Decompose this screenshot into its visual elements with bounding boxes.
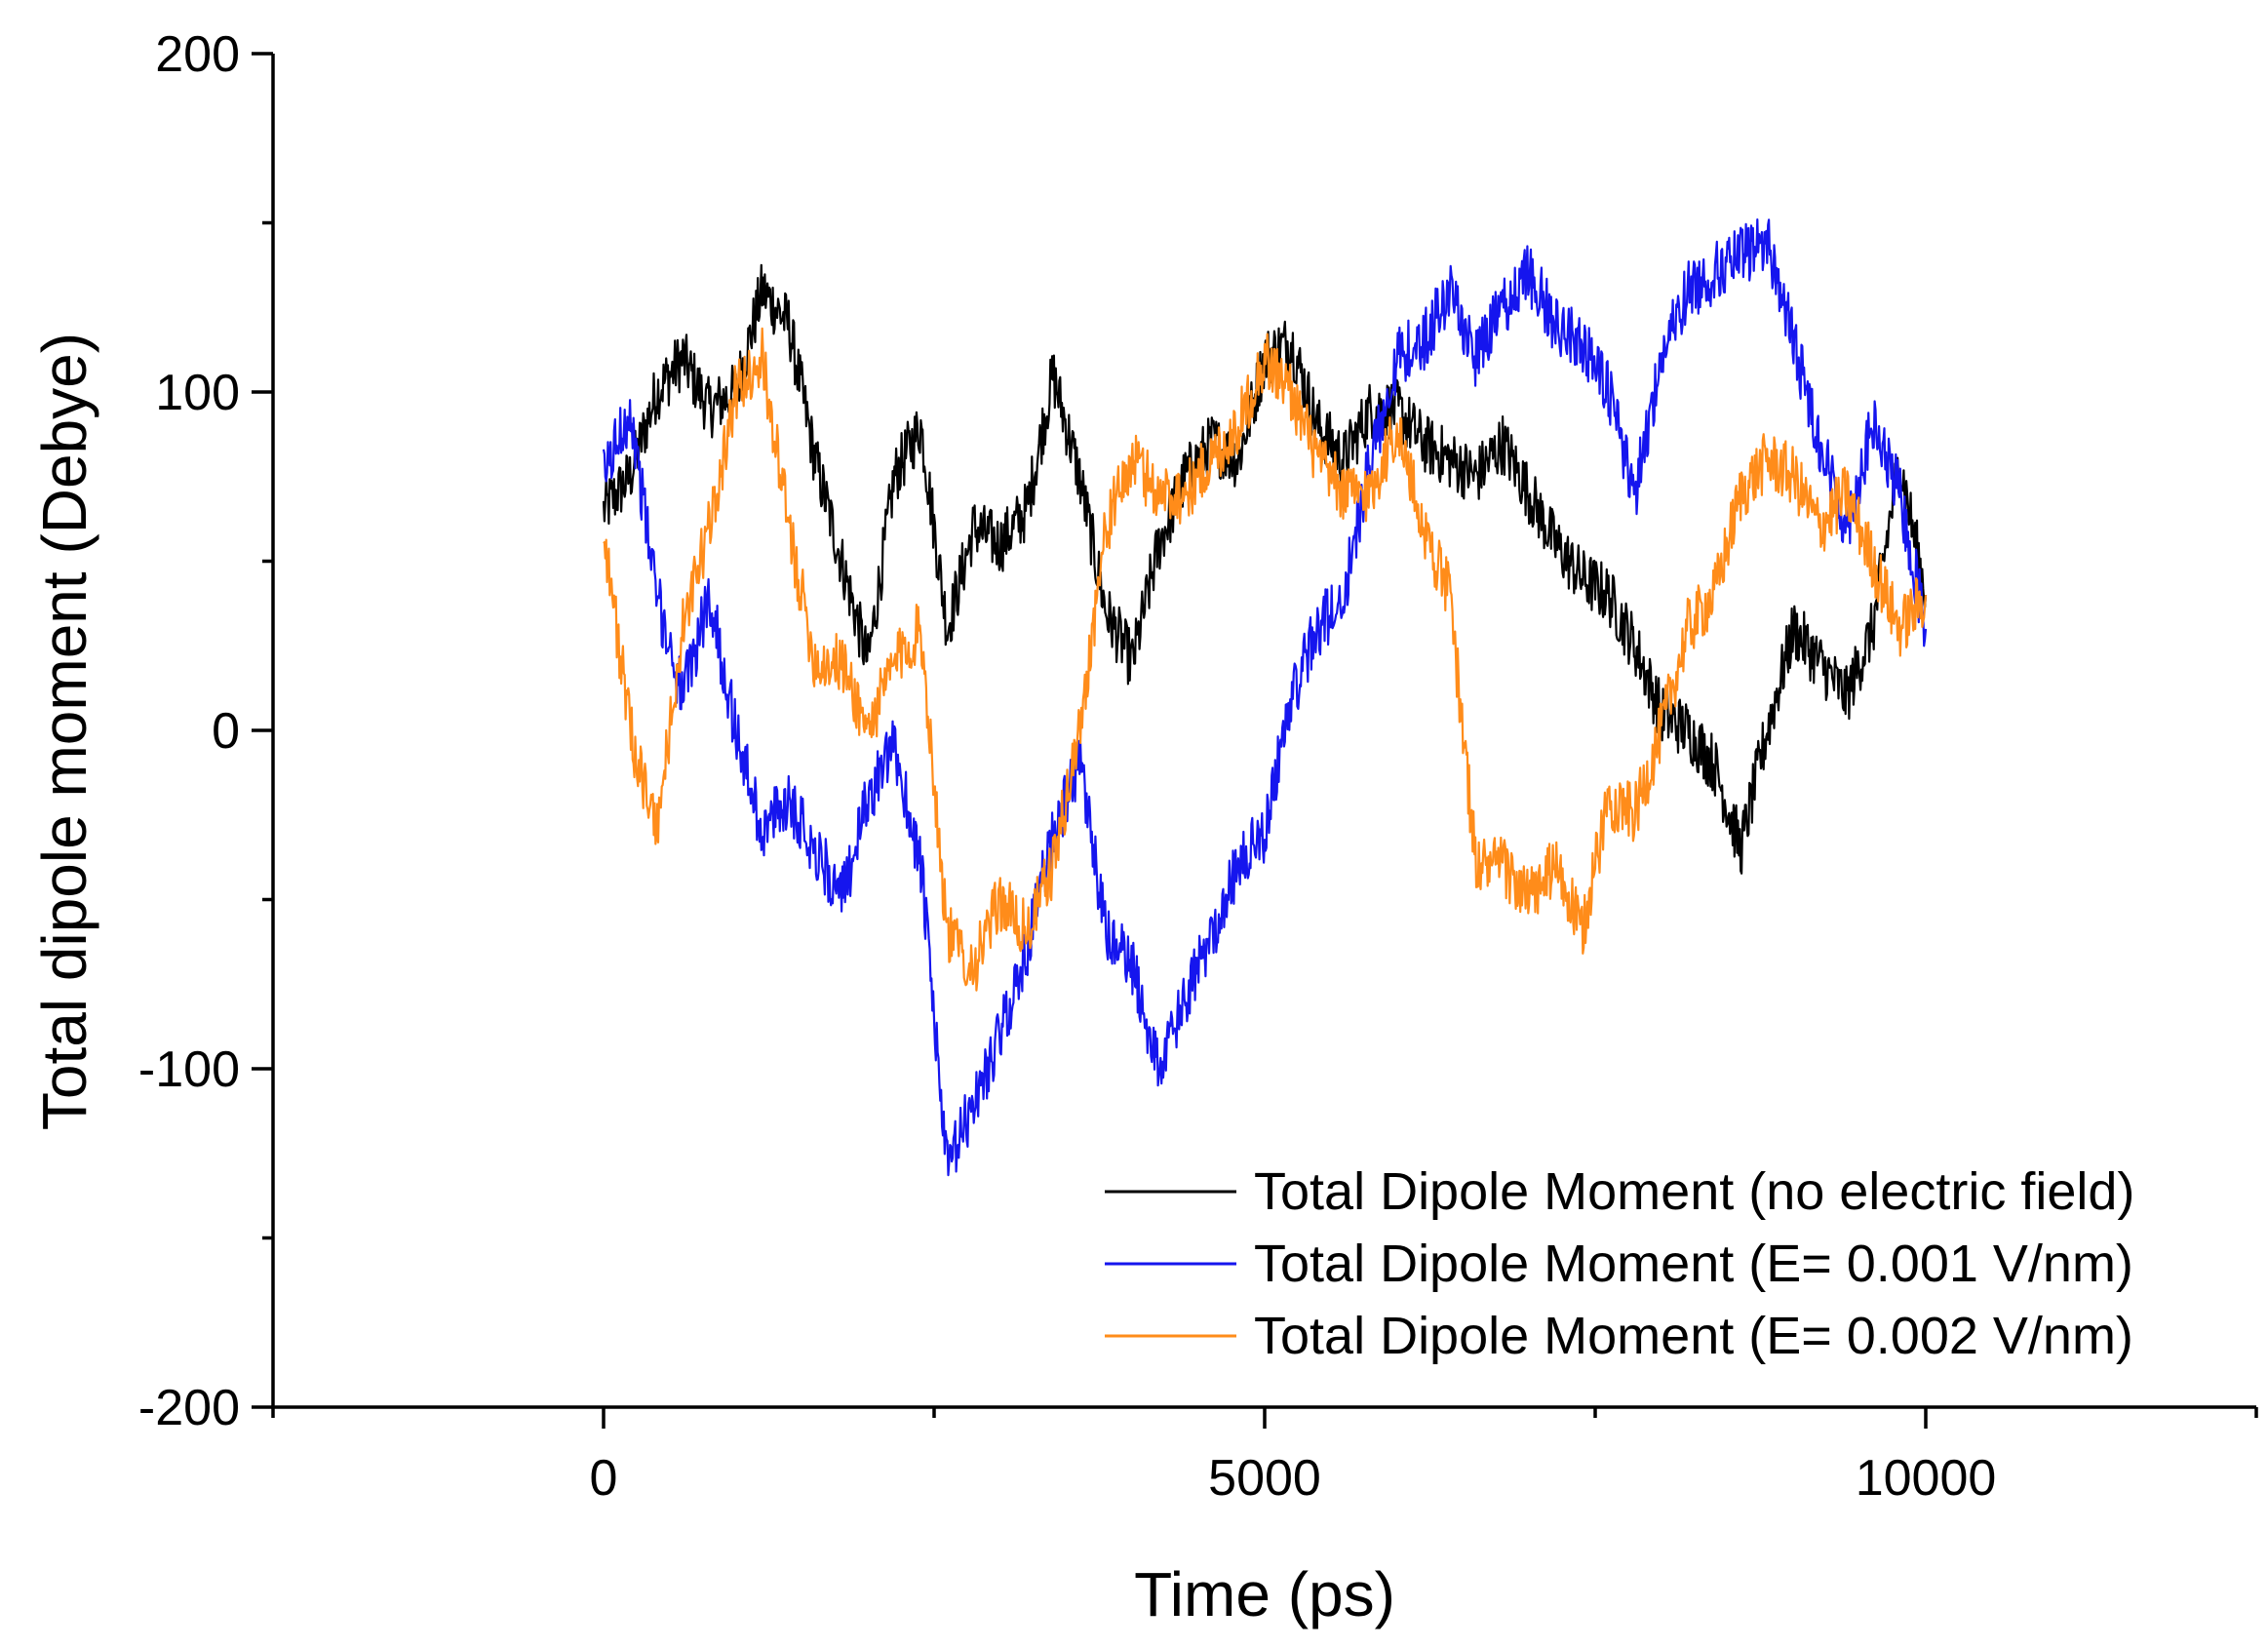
series-line-2 (603, 327, 1928, 992)
y-tick-label: -200 (138, 1380, 240, 1436)
series-line-1 (602, 218, 1928, 1177)
y-tick-label: -100 (138, 1041, 240, 1098)
legend: Total Dipole Moment (no electric field) … (1105, 1162, 2134, 1365)
legend-label-no-field: Total Dipole Moment (no electric field) (1254, 1162, 2134, 1221)
x-axis-title: Time (ps) (1134, 1559, 1395, 1629)
y-axis-title: Total dipole moment (Debye) (29, 333, 99, 1130)
legend-label-e-0001: Total Dipole Moment (E= 0.001 V/nm) (1254, 1235, 2133, 1293)
y-tick-label: 200 (155, 26, 240, 83)
x-tick-label: 0 (590, 1450, 618, 1507)
series-layer (602, 218, 1928, 1177)
x-tick-label: 5000 (1208, 1450, 1321, 1507)
y-tick-label: 0 (212, 703, 240, 760)
x-tick-label: 10000 (1856, 1450, 1997, 1507)
y-tick-label: 100 (155, 365, 240, 421)
legend-label-e-0002: Total Dipole Moment (E= 0.002 V/nm) (1254, 1307, 2133, 1365)
ticks-layer: -200 -100 0 100 200 0 5000 10000 (138, 26, 2258, 1507)
